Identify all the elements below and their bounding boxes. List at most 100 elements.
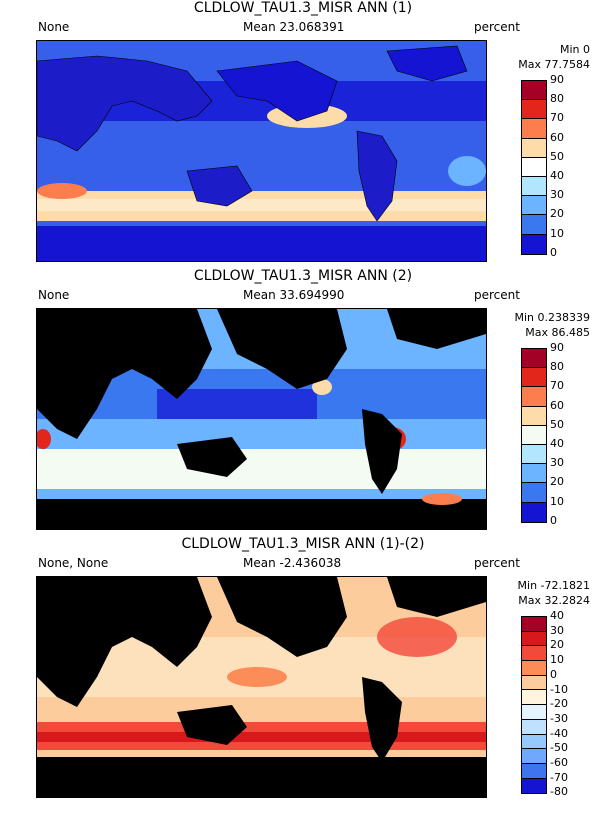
colorbar-tick-label: 70 [550, 111, 564, 125]
pacific-bias [227, 667, 287, 687]
colorbar-segment [522, 646, 546, 662]
southern-ocean-core [37, 199, 486, 211]
australia-landmass [177, 437, 247, 477]
panel-title: CLDLOW_TAU1.3_MISR ANN (1) [193, 0, 413, 16]
map-svg [37, 577, 486, 797]
south-america-landmass [362, 677, 402, 762]
north-america-landmass [217, 577, 347, 657]
colorbar-tick-label: 0 [550, 245, 557, 259]
case-label: None, None [38, 556, 109, 570]
colorbar-segment [522, 661, 546, 676]
colorbar-segment [522, 763, 546, 779]
colorbar [521, 80, 547, 255]
southern-ocean-core [37, 732, 486, 742]
colorbar-tick-label: 30 [550, 623, 564, 637]
colorbar-tick-label: 30 [550, 456, 564, 470]
colorbar-tick-label: 0 [550, 513, 557, 527]
colorbar-segment [522, 778, 546, 794]
southern-ocean-band [37, 449, 486, 489]
colorbar-segment [522, 138, 546, 158]
mean-label: Mean -2.436038 [243, 556, 342, 570]
colorbar-tick-label: -40 [550, 726, 568, 740]
south-america-landmass [356, 130, 398, 222]
colorbar-tick-label: 70 [550, 379, 564, 393]
colorbar-segment [522, 675, 546, 691]
min-value: Min 0 [559, 43, 590, 56]
colorbar-segment [522, 734, 546, 750]
colorbar-segment [522, 406, 546, 426]
panel-title: CLDLOW_TAU1.3_MISR ANN (2) [193, 268, 413, 284]
colorbar-tick-label: 20 [550, 475, 564, 489]
colorbar-segment [522, 464, 546, 484]
colorbar-segment [522, 81, 546, 101]
colorbar-tick-label: -20 [550, 697, 568, 711]
antarctica-landmass [37, 499, 486, 529]
eurasia-africa-landmass [37, 55, 213, 152]
max-value: Max 77.7584 [518, 58, 590, 71]
colorbar-segment [522, 719, 546, 735]
mean-label: Mean 33.694990 [243, 288, 345, 302]
colorbar-tick-label: 80 [550, 92, 564, 106]
max-value: Max 32.2824 [518, 594, 590, 607]
colorbar-segment [522, 176, 546, 197]
north-america-landmass [217, 309, 347, 389]
panel-model-1: CLDLOW_TAU1.3_MISR ANN (1) None Mean 23.… [0, 0, 606, 270]
colorbar-tick-label: 90 [550, 341, 564, 354]
colorbar-tick-label: 50 [550, 149, 564, 163]
panel-difference: CLDLOW_TAU1.3_MISR ANN (1)-(2) None, Non… [0, 536, 606, 814]
colorbar-segment [522, 387, 546, 407]
case-label: None [38, 288, 70, 302]
antarctica-landmass [37, 757, 486, 797]
southern-stratocumulus [422, 493, 462, 505]
colorbar-segment [522, 349, 546, 369]
colorbar-tick-label: 40 [550, 169, 564, 182]
panel-title: CLDLOW_TAU1.3_MISR ANN (1)-(2) [181, 536, 425, 552]
map-plot [36, 576, 487, 798]
colorbar-segment [522, 215, 546, 235]
colorbar-segment [522, 690, 546, 706]
colorbar-tick-label: -50 [550, 741, 568, 755]
warm-pool [157, 389, 317, 419]
colorbar-tick-label: 10 [550, 494, 564, 508]
colorbar-segment [522, 100, 546, 120]
colorbar-tick-label: 40 [550, 609, 564, 622]
units-label: percent [474, 556, 520, 570]
case-label: None [38, 20, 70, 34]
eurasia-africa-landmass [37, 577, 212, 707]
max-value: Max 86.485 [525, 326, 590, 339]
stats-box: Min 0.238339 Max 86.485 [514, 310, 590, 340]
eurasia-africa-landmass [37, 309, 212, 439]
colorbar-segment [522, 749, 546, 764]
units-label: percent [474, 288, 520, 302]
colorbar-tick-label: 20 [550, 638, 564, 652]
colorbar-tick-label: -70 [550, 770, 568, 784]
colorbar-tick-label: 60 [550, 398, 564, 412]
antarctica-field [37, 226, 486, 261]
colorbar-segment [522, 444, 546, 465]
colorbar-tick-label: 0 [550, 667, 557, 681]
colorbar-tick-label: -80 [550, 785, 568, 799]
colorbar-segment [522, 631, 546, 647]
greenland-landmass [386, 45, 468, 82]
min-value: Min -72.1821 [517, 579, 590, 592]
colorbar-segment [522, 368, 546, 388]
map-plot [36, 308, 487, 530]
colorbar-tick-label: 10 [550, 653, 564, 667]
colorbar-tick-label: 50 [550, 417, 564, 431]
colorbar [521, 348, 547, 523]
mean-label: Mean 23.068391 [243, 20, 345, 34]
colorbar-segment [522, 617, 546, 632]
colorbar-segment [522, 196, 546, 216]
map-svg [37, 309, 486, 529]
colorbar-tick-label: 90 [550, 73, 564, 86]
atlantic-cloud [448, 156, 486, 186]
colorbar-tick-label: -30 [550, 711, 568, 725]
colorbar-tick-label: 40 [550, 437, 564, 450]
units-label: percent [474, 20, 520, 34]
greenland-landmass [387, 309, 486, 349]
colorbar-segment [522, 425, 546, 445]
stats-box: Min 0 Max 77.7584 [518, 42, 590, 72]
colorbar-segment [522, 483, 546, 503]
colorbar-segment [522, 234, 546, 254]
greenland-landmass [387, 577, 486, 617]
